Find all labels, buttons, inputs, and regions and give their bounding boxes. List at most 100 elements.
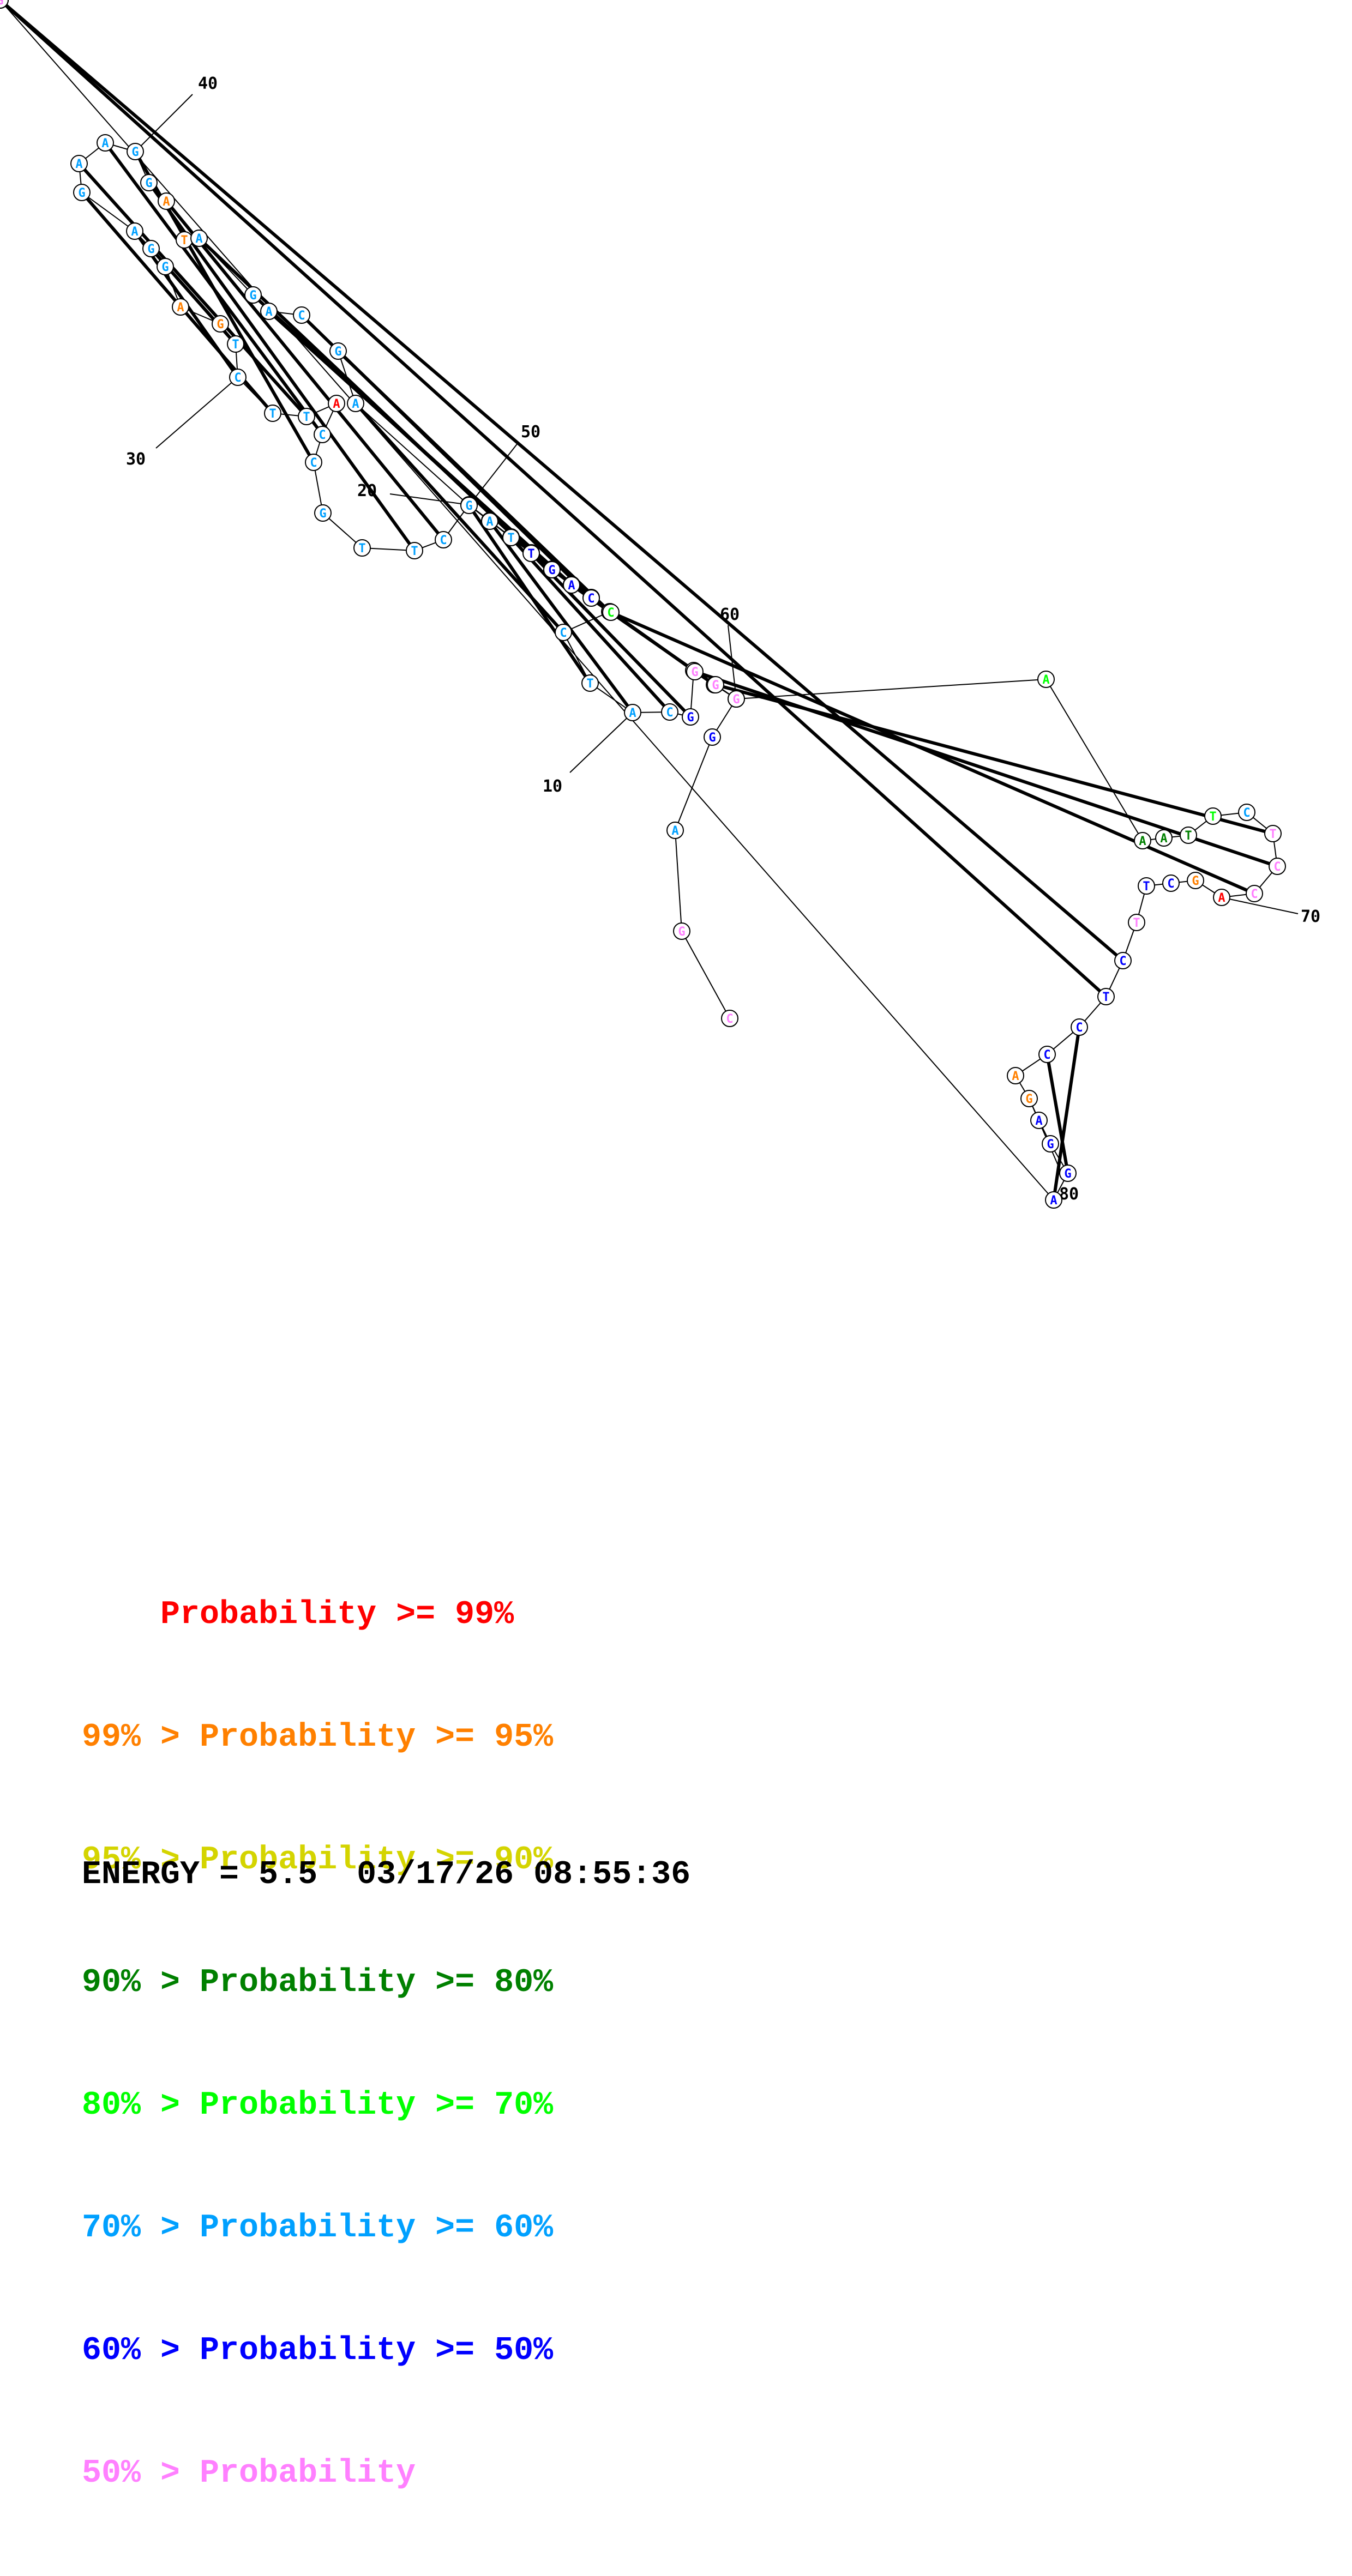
position-label-layer: 10 20 30 40 50 60 70 80	[126, 74, 1320, 1204]
energy-timestamp: ENERGY = 5.5 03/17/26 08:55:36	[82, 1856, 691, 1893]
base-pair-bond	[104, 142, 324, 436]
nucleotide-circle	[1128, 914, 1145, 931]
legend-text: Probability	[200, 2455, 416, 2492]
nucleotide-21: C	[435, 531, 452, 548]
nucleotide-54: G	[543, 561, 561, 578]
nucleotide-4: G	[704, 728, 721, 746]
nucleotide-56: C	[582, 589, 600, 607]
nucleotide-60: G	[728, 690, 745, 708]
nucleotide-circle	[502, 529, 520, 546]
nucleotide-base: G	[1047, 1138, 1054, 1151]
nucleotide-base: A	[1160, 832, 1167, 846]
nucleotide-30: C	[229, 369, 247, 386]
nucleotide-24: G	[314, 504, 332, 522]
nucleotide-base: G	[145, 177, 152, 190]
position-label: 20	[357, 481, 377, 500]
nucleotide-43: T	[176, 231, 193, 249]
base-pair-bond	[610, 611, 1255, 895]
nucleotide-circle	[314, 426, 331, 443]
position-tick	[135, 94, 193, 152]
nucleotide-base: G	[0, 0, 4, 8]
nucleotide-circle	[127, 143, 144, 160]
nucleotide-circle	[126, 222, 143, 240]
legend-row-60: 70% > Probability >= 60%	[82, 2208, 553, 2249]
base-pair-bond	[197, 237, 533, 554]
nucleotide-27: A	[328, 395, 345, 412]
base-pair-bond	[509, 536, 671, 714]
nucleotide-circle	[661, 703, 678, 721]
legend-row-90: 95% > Probability >= 90%	[82, 1840, 553, 1881]
nucleotide-base: C	[587, 592, 594, 606]
nucleotide-86: G	[0, 0, 9, 9]
nucleotide-base: C	[298, 309, 305, 323]
nucleotide-circle	[666, 822, 684, 839]
nucleotide-51: A	[481, 512, 498, 530]
legend-text: Probability >= 70%	[200, 2087, 554, 2124]
nucleotide-base: G	[548, 564, 555, 577]
nucleotide-67: T	[1264, 825, 1282, 842]
nucleotide-circle	[329, 342, 347, 360]
position-tick	[728, 625, 737, 699]
nucleotide-57: C	[602, 604, 620, 621]
position-label: 50	[521, 423, 540, 442]
nucleotide-base: G	[78, 186, 85, 200]
nucleotide-25: C	[305, 454, 322, 471]
probability-legend: Probability >= 99% 99% > Probability >= …	[82, 1513, 553, 2576]
nucleotide-base: C	[726, 1012, 733, 1026]
nucleotide-69: C	[1246, 885, 1263, 902]
nucleotide-48: G	[329, 342, 347, 360]
nucleotide-12: C	[555, 624, 572, 641]
base-pair-bond	[77, 162, 308, 418]
nucleotide-circle	[460, 497, 478, 514]
nucleotide-circle	[728, 690, 745, 708]
nucleotide-base: C	[1119, 955, 1126, 968]
nucleotide-base: T	[358, 542, 365, 556]
base-pair-bond	[0, 0, 1108, 998]
nucleotide-circle	[707, 676, 724, 693]
nucleotide-base: G	[691, 666, 698, 679]
legend-row-80: 90% > Probability >= 80%	[82, 1963, 553, 2004]
nucleotide-circle	[1059, 1165, 1077, 1182]
nucleotide-base: C	[1273, 860, 1281, 874]
backbone-segment	[322, 512, 363, 548]
nucleotide-base: C	[560, 626, 567, 640]
nucleotide-circle	[353, 539, 371, 557]
nucleotide-68: C	[1269, 858, 1286, 875]
nucleotide-26: C	[314, 426, 331, 443]
backbone-segment	[355, 403, 470, 506]
nucleotide-circle	[1269, 858, 1286, 875]
nucleotide-81: A	[1030, 1112, 1048, 1129]
nucleotide-base: T	[1133, 916, 1140, 930]
position-tick	[389, 493, 470, 505]
nucleotide-base: A	[1042, 673, 1049, 687]
nucleotide-47: C	[293, 306, 310, 324]
nucleotide-base: A	[568, 579, 575, 593]
nucleotide-circle	[1246, 885, 1263, 902]
nucleotide-78: C	[1038, 1046, 1056, 1063]
legend-prefix: 70% >	[82, 2210, 200, 2247]
position-label: 70	[1301, 907, 1320, 926]
legend-row-below-50: 50% > Probability	[82, 2453, 553, 2494]
nucleotide-33: A	[172, 298, 189, 316]
nucleotide-9: C	[661, 703, 678, 721]
legend-prefix	[82, 1596, 160, 1633]
nucleotide-83: G	[1059, 1165, 1077, 1182]
nucleotide-circle	[190, 230, 208, 247]
legend-text: Probability >= 60%	[200, 2210, 554, 2247]
legend-row-70: 80% > Probability >= 70%	[82, 2085, 553, 2126]
nucleotide-11: T	[581, 674, 599, 692]
nucleotide-80: G	[1020, 1090, 1038, 1107]
nucleotide-base: A	[131, 225, 138, 239]
nucleotide-8: G	[682, 708, 699, 726]
legend-text: Probability >= 95%	[200, 1719, 554, 1756]
nucleotide-66: C	[1238, 804, 1255, 821]
nucleotide-base: G	[131, 146, 139, 159]
nucleotide-49: A	[347, 395, 364, 412]
nucleotide-circle	[142, 240, 160, 257]
nucleotide-circle	[581, 674, 599, 692]
nucleotide-circle	[328, 395, 345, 412]
nucleotide-circle	[97, 134, 114, 152]
nucleotide-base: T	[1209, 810, 1216, 824]
backbone-segment	[362, 547, 415, 551]
nucleotide-42: A	[158, 192, 175, 210]
